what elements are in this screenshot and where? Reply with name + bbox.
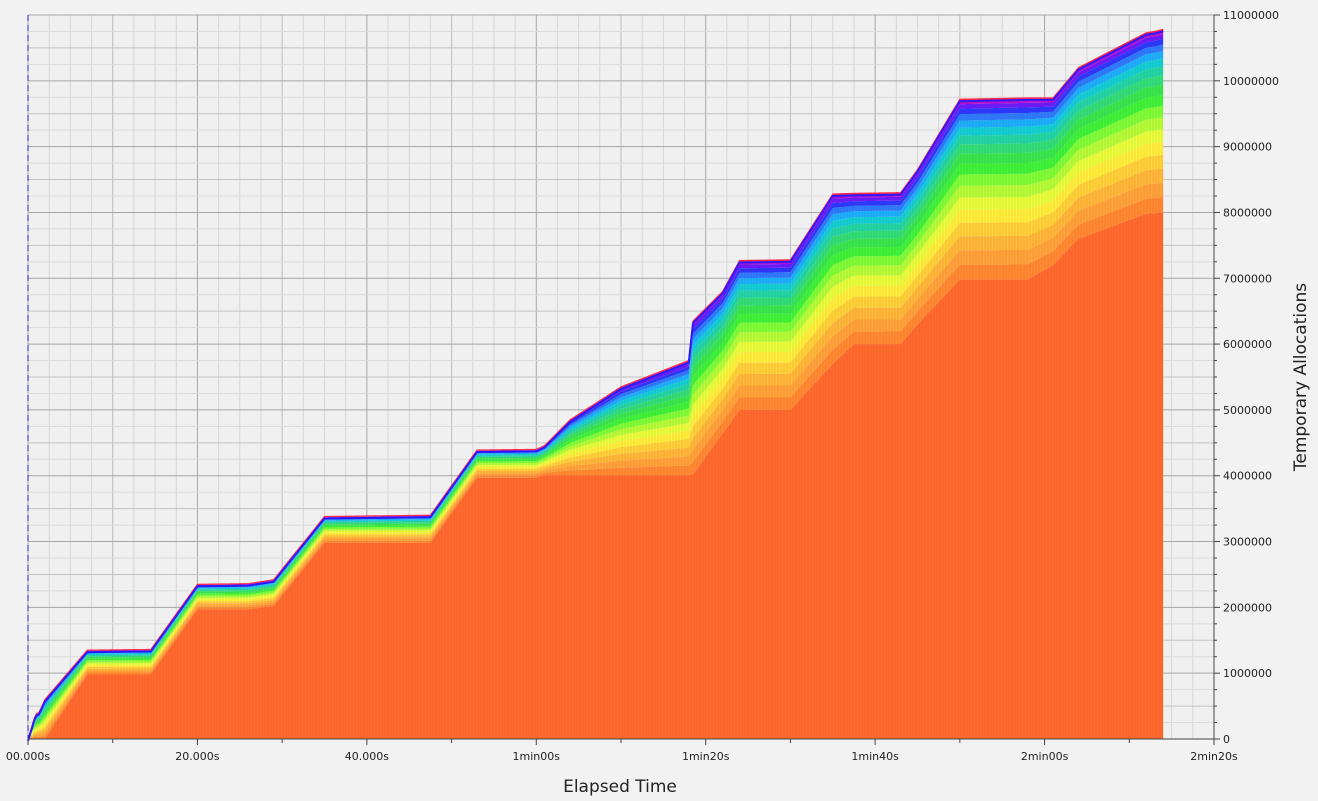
- area-band: [28, 94, 1164, 739]
- x-tick-label: 00.000s: [6, 750, 50, 763]
- total-outline: [27, 28, 1164, 740]
- axes: 00.000s 20.000s 40.000s 1min00s 1min20s 1min4…: [6, 9, 1279, 763]
- area-band: [28, 154, 1164, 740]
- x-tick-label: 1min20s: [682, 750, 730, 763]
- area-band: [28, 141, 1164, 739]
- area-band: [28, 182, 1164, 739]
- area-band: [28, 58, 1164, 739]
- y-tick-label: 4000000: [1223, 470, 1272, 483]
- y-tick-label: 11000000: [1223, 9, 1279, 22]
- x-tick-label: 40.000s: [345, 750, 389, 763]
- x-tick-label: 1min00s: [513, 750, 561, 763]
- area-band: [28, 30, 1164, 740]
- area-band: [28, 105, 1164, 739]
- y-tick-label: 6000000: [1223, 338, 1272, 351]
- y-tick-label: 5000000: [1223, 404, 1272, 417]
- area-band: [28, 197, 1164, 739]
- area-band: [28, 50, 1164, 740]
- y-tick-label: 9000000: [1223, 141, 1272, 154]
- y-tick-label: 8000000: [1223, 206, 1272, 219]
- x-axis-title: Elapsed Time: [563, 777, 677, 797]
- area-band: [28, 117, 1164, 739]
- y-tick-label: 0: [1223, 733, 1230, 746]
- x-tick-label: 20.000s: [175, 750, 219, 763]
- x-tick-label: 2min20s: [1190, 750, 1238, 763]
- y-tick-label: 10000000: [1223, 75, 1279, 88]
- area-band: [28, 168, 1164, 739]
- area-band: [28, 84, 1164, 740]
- y-tick-label: 3000000: [1223, 536, 1272, 549]
- area-band: [28, 212, 1164, 739]
- total-outline-inner: [27, 30, 1164, 742]
- area-band: [28, 38, 1164, 739]
- area-band: [28, 129, 1164, 739]
- y-tick-label: 1000000: [1223, 667, 1272, 680]
- x-tick-label: 1min40s: [851, 750, 899, 763]
- area-band: [28, 34, 1164, 739]
- x-tick-label: 2min00s: [1021, 750, 1069, 763]
- stacked-area-bands: [27, 28, 1164, 742]
- area-band: [28, 44, 1164, 740]
- area-band: [28, 75, 1164, 739]
- y-tick-label: 7000000: [1223, 272, 1272, 285]
- bar-texture: [27, 32, 1163, 742]
- area-band: [28, 66, 1164, 740]
- y-axis-title: Temporary Allocations: [1291, 283, 1311, 472]
- y-tick-label: 2000000: [1223, 601, 1272, 614]
